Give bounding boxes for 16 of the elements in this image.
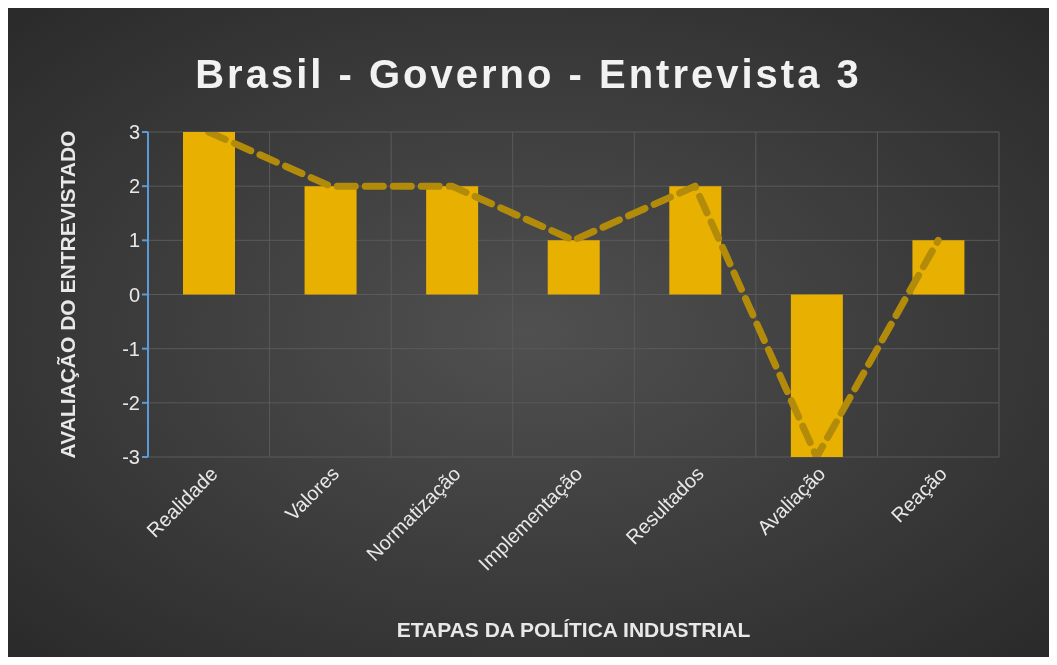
y-tick-label: 1 <box>128 229 140 252</box>
y-tick-label: -3 <box>122 446 140 469</box>
bar <box>547 240 600 295</box>
bar <box>304 186 357 295</box>
y-axis-title: AVALIAÇÃO DO ENTREVISTADO <box>56 130 80 459</box>
x-axis-title: ETAPAS DA POLÍTICA INDUSTRIAL <box>396 618 751 641</box>
bar <box>790 294 843 457</box>
y-tick-label: 3 <box>128 121 140 144</box>
bar <box>183 132 235 295</box>
bar <box>669 186 722 295</box>
y-tick-label: 0 <box>128 283 140 306</box>
y-tick-label: -1 <box>122 337 140 360</box>
y-tick-label: 2 <box>128 175 140 198</box>
chart-title: Brasil - Governo - Entrevista 3 <box>194 51 863 98</box>
y-tick-label: -2 <box>122 391 140 414</box>
bar <box>426 186 479 295</box>
